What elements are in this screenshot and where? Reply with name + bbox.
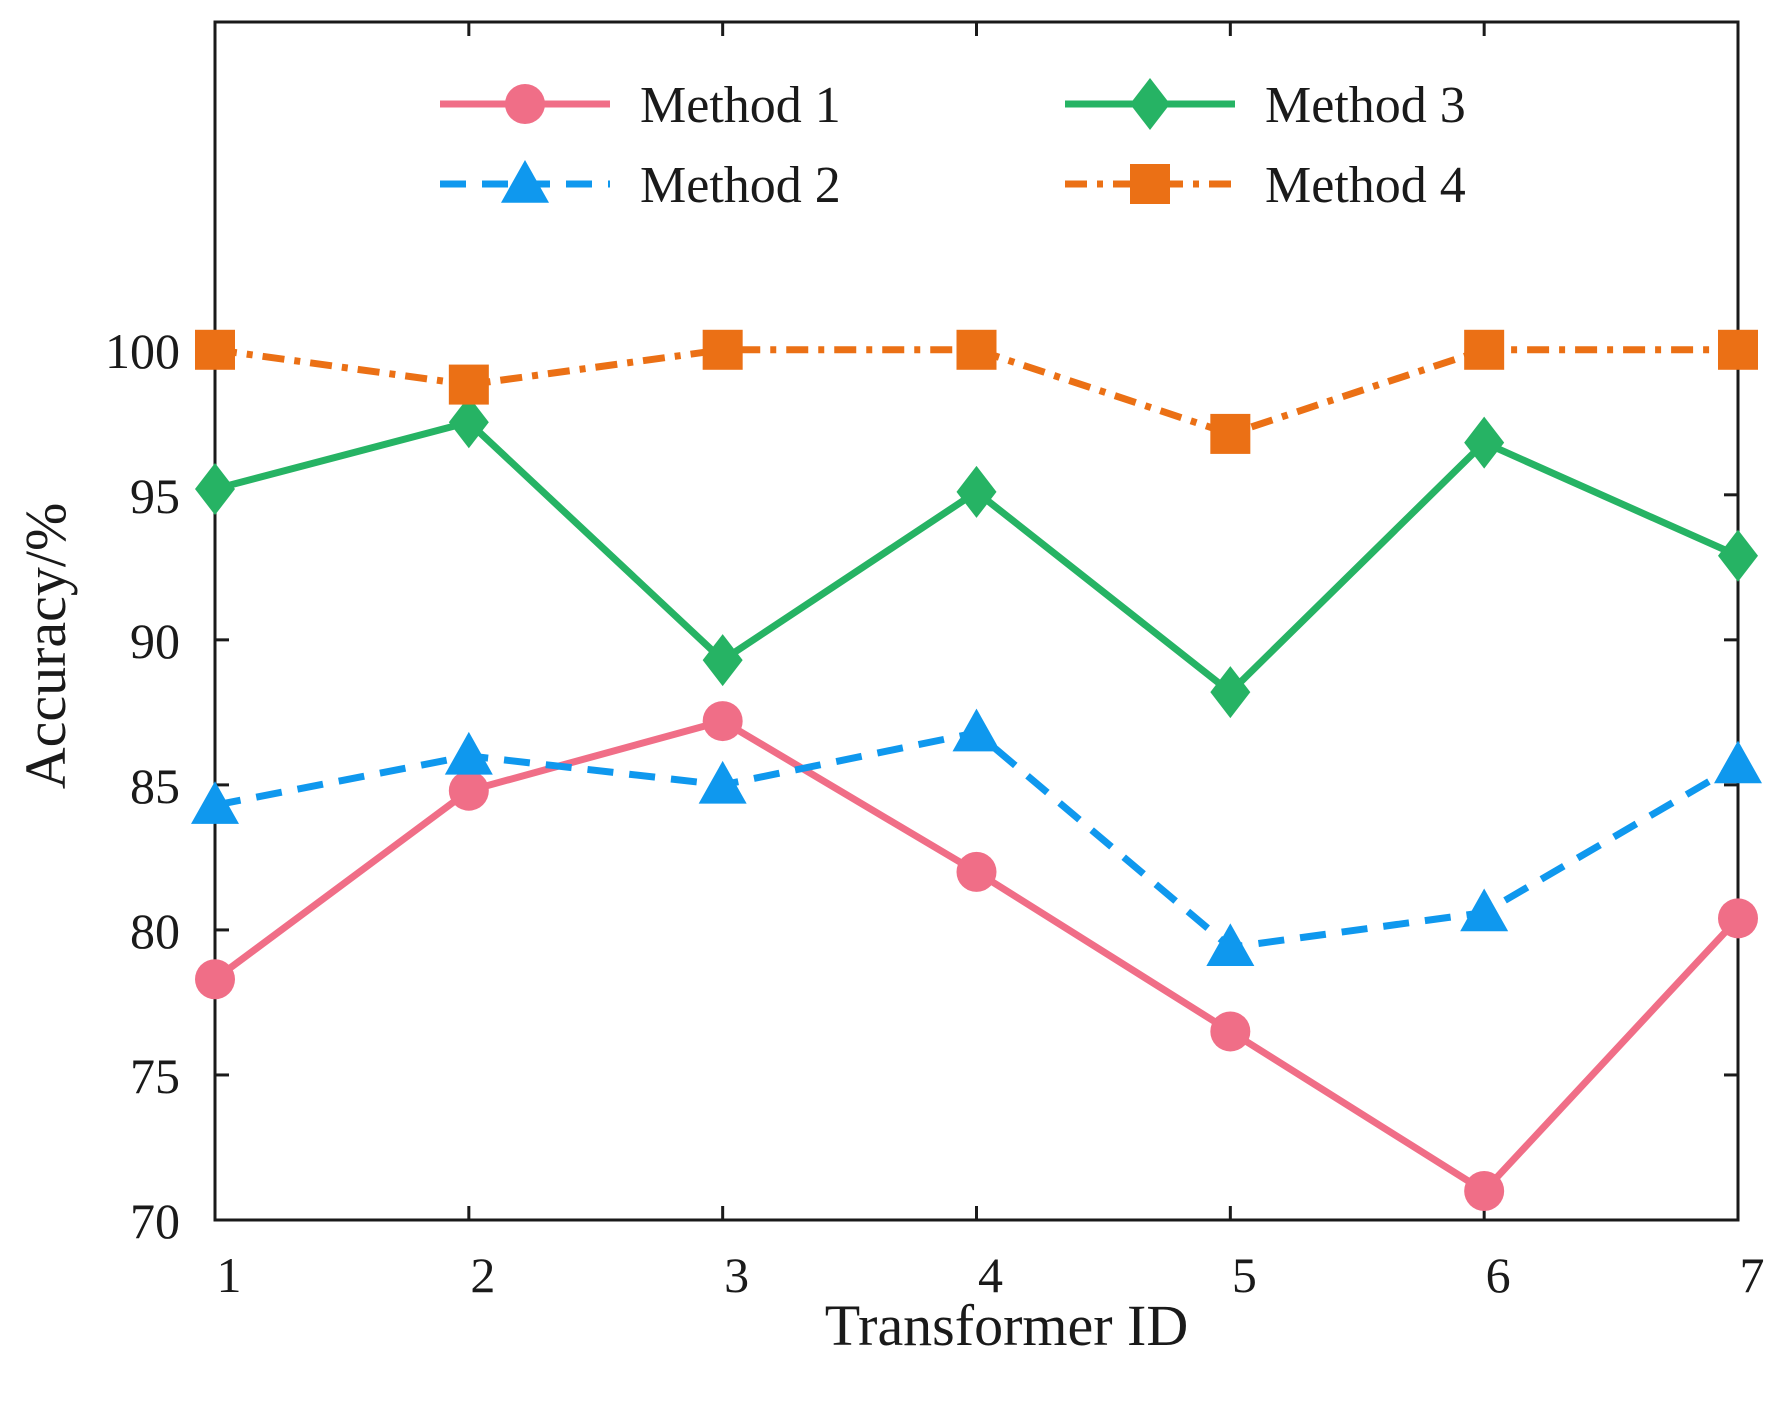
data-point-triangle	[191, 781, 239, 824]
y-tick-label: 85	[130, 758, 180, 814]
data-point-circle	[505, 84, 545, 124]
legend-label: Method 2	[640, 157, 841, 214]
y-tick-label: 90	[130, 613, 180, 669]
data-point-square	[448, 364, 489, 405]
x-tick-label: 7	[1740, 1247, 1765, 1303]
data-point-circle	[1210, 1011, 1251, 1052]
data-point-triangle	[444, 731, 493, 775]
data-point-square	[195, 329, 235, 370]
data-point-triangle	[1206, 923, 1255, 967]
data-point-diamond	[1718, 529, 1758, 582]
y-tick-label: 80	[130, 903, 180, 959]
series-line	[212, 717, 1741, 1195]
data-point-triangle	[1714, 740, 1762, 784]
data-point-diamond	[448, 396, 489, 449]
axis-ticks: 1 2 3 4 5 6 7 70 75 80 85 90 95 100	[105, 22, 1765, 1303]
x-tick-label: 6	[1486, 1247, 1511, 1303]
data-point-circle	[1718, 898, 1758, 939]
legend-label: Method 3	[1265, 77, 1466, 134]
legend-label: Method 4	[1265, 157, 1466, 214]
legend-item: Method 4	[1065, 157, 1466, 214]
series-line	[214, 418, 1740, 696]
data-point-circle	[1464, 1170, 1505, 1211]
series-layer	[191, 329, 1762, 1211]
series-line	[214, 729, 1740, 951]
data-point-square	[956, 329, 997, 370]
data-point-triangle	[501, 160, 549, 203]
y-axis-title: Accuracy/%	[13, 503, 78, 790]
data-point-square	[1210, 413, 1251, 454]
y-tick-label: 70	[130, 1193, 180, 1249]
data-point-triangle	[698, 760, 747, 804]
data-point-triangle	[952, 708, 1001, 752]
x-tick-label: 1	[217, 1247, 242, 1303]
y-tick-label: 95	[130, 468, 180, 524]
legend-label: Method 1	[640, 77, 841, 134]
series-method-4	[195, 329, 1758, 454]
data-point-circle	[956, 851, 997, 892]
data-point-square	[1130, 164, 1170, 204]
data-point-square	[1718, 329, 1758, 370]
y-tick-label: 100	[105, 323, 180, 379]
data-point-diamond	[1464, 416, 1505, 469]
data-point-circle	[702, 701, 743, 742]
x-tick-label: 4	[978, 1247, 1003, 1303]
data-point-square	[1464, 329, 1505, 370]
legend-item: Method 1	[440, 77, 841, 134]
data-point-diamond	[702, 634, 743, 687]
data-point-circle	[448, 770, 489, 811]
data-point-square	[702, 329, 743, 370]
x-axis-title: Transformer ID	[825, 1293, 1189, 1358]
plot-area	[213, 20, 1740, 1222]
data-point-circle	[195, 959, 235, 1000]
series-method-2	[191, 708, 1762, 967]
data-point-diamond	[1210, 666, 1251, 719]
data-point-diamond	[956, 465, 997, 518]
legend: Method 1 Method 2 Method 3 Method 4	[440, 77, 1466, 214]
data-point-triangle	[1460, 888, 1509, 932]
data-point-diamond	[195, 463, 235, 516]
series-method-1	[195, 701, 1758, 1211]
legend-item: Method 2	[440, 157, 841, 214]
x-tick-label: 2	[470, 1247, 495, 1303]
x-tick-label: 5	[1232, 1247, 1257, 1303]
y-tick-label: 75	[130, 1048, 180, 1104]
series-method-3	[195, 396, 1758, 719]
data-point-diamond	[1130, 78, 1170, 130]
x-tick-label: 3	[724, 1247, 749, 1303]
legend-item: Method 3	[1065, 77, 1466, 134]
